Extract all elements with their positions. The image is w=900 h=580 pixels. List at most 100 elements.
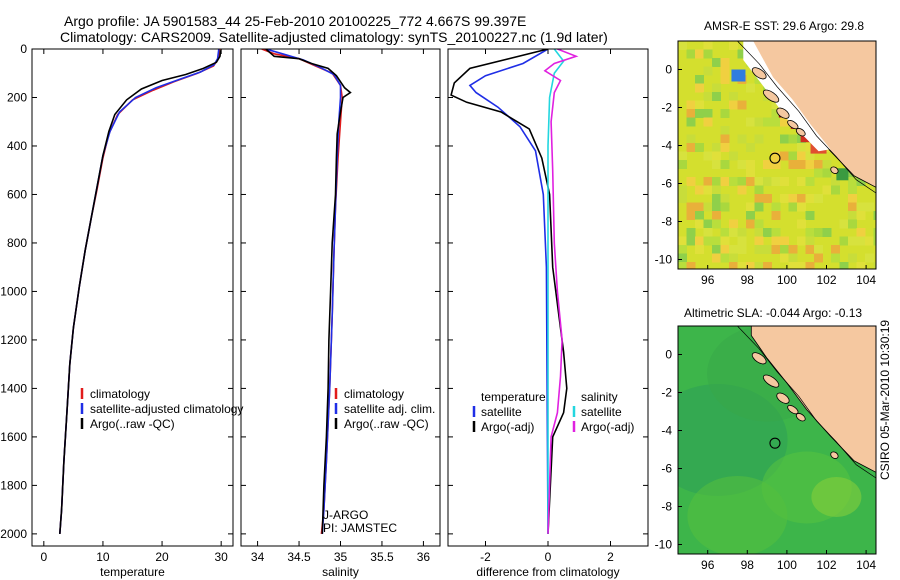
sst-pixel: [720, 66, 730, 76]
sst-pixel: [686, 49, 696, 59]
sst-pixel: [720, 202, 730, 212]
sst-pixel: [686, 109, 696, 118]
sst_map-ytick-label: -6: [661, 177, 672, 191]
sst-pixel: [856, 177, 866, 186]
sst-pixel: [712, 245, 721, 254]
salinity-legend-label: satellite adj. clim.: [344, 402, 435, 416]
temperature-ytick-label: 1200: [0, 333, 27, 347]
sla_map-field: [678, 326, 876, 554]
sst-pixel: [720, 160, 730, 169]
sst-pixel: [686, 228, 696, 237]
sst-cool-patch: [836, 168, 849, 181]
sst-map-title: AMSR-E SST: 29.6 Argo: 29.8: [704, 19, 865, 33]
sst-pixel: [873, 211, 876, 220]
salinity-xtick-label: 34.5: [287, 550, 311, 564]
sla_map-xtick-label: 104: [856, 558, 876, 572]
sst-pixel: [788, 134, 798, 144]
sst-pixel: [822, 160, 832, 169]
sst-pixel: [746, 219, 755, 229]
sst_map-ytick-label: -8: [661, 215, 672, 229]
sst-pixel: [865, 202, 874, 212]
sst-pixel: [729, 253, 738, 263]
sla_map-ytick-label: 0: [665, 348, 672, 362]
sst-pixel: [839, 262, 849, 269]
sst-pixel: [814, 168, 823, 178]
sst_map-float-marker: [769, 152, 781, 164]
sst_map-xtick-label: 104: [856, 273, 876, 287]
salinity-xtick-label: 36: [417, 550, 431, 564]
sst-pixel: [780, 194, 789, 203]
salinity-xlabel: salinity: [322, 565, 359, 579]
sla_map-ytick-label: -4: [661, 424, 672, 438]
sst-pixel: [686, 177, 696, 186]
sst-pixel: [729, 41, 738, 50]
difference-legend-label: Argo(-adj): [581, 420, 634, 434]
sst-pixel: [712, 185, 721, 195]
sst-pixel: [678, 151, 687, 161]
sla_map-xtick-label: 96: [701, 558, 715, 572]
temperature-series-argo-raw-qc-: [59, 50, 222, 534]
sst_map-island: [762, 89, 780, 103]
sst-pixel: [729, 228, 738, 237]
salinity-legend-label: climatology: [344, 387, 404, 401]
sst-pixel: [788, 151, 798, 161]
difference-series-salinity-satellite: [547, 49, 565, 534]
sst-pixel: [754, 194, 764, 203]
sst-pixel: [712, 143, 721, 152]
temperature-legend-label: satellite-adjusted climatology: [90, 402, 243, 416]
sst-pixel: [856, 228, 866, 237]
temperature-legend-label: climatology: [90, 387, 150, 401]
sla_map-xtick-label: 100: [777, 558, 797, 572]
sst-pixel: [703, 236, 713, 246]
temperature-ytick-label: 1800: [0, 478, 27, 492]
sst-pixel: [797, 219, 806, 229]
sst-pixel: [686, 100, 696, 110]
sst-pixel: [771, 177, 781, 186]
temperature-xtick-label: 20: [155, 550, 169, 564]
sst_map-frame: [677, 40, 877, 270]
sla_map-ytick-label: -10: [655, 538, 673, 552]
sst-pixel: [729, 219, 738, 229]
sst-pixel: [712, 151, 721, 161]
sst-pixel: [831, 185, 840, 195]
temperature-xtick-label: 0: [40, 550, 47, 564]
sst-pixel: [754, 185, 764, 195]
sst-pixel: [780, 245, 789, 254]
sst-pixel: [695, 185, 704, 195]
sst-pixel: [720, 75, 730, 84]
sst_map-island: [776, 107, 790, 119]
sst-pixel: [797, 177, 806, 186]
salinity-series-argo-raw-qc-: [265, 49, 352, 534]
temperature-ytick-label: 800: [7, 236, 27, 250]
temperature-ytick-label: 1600: [0, 430, 27, 444]
sst-pixel: [737, 262, 747, 269]
temperature-series-climatology: [59, 49, 221, 534]
sst-pixel: [703, 219, 713, 229]
sla_map-xtick-label: 102: [816, 558, 836, 572]
sst-pixel: [797, 194, 806, 203]
sst-pixel: [805, 160, 815, 169]
sst-pixel: [797, 262, 806, 269]
sst-pixel: [771, 151, 781, 161]
sst-pixel: [703, 228, 713, 237]
difference-legend-label: salinity: [581, 390, 618, 404]
sst-pixel: [737, 177, 747, 186]
sla_map-xtick-label: 98: [741, 558, 755, 572]
sst-pixel: [695, 75, 704, 84]
sst-pixel: [814, 253, 823, 263]
sst-pixel: [788, 262, 798, 269]
sst-pixel: [720, 109, 730, 118]
sst-pixel: [729, 100, 738, 110]
sst-pixel: [737, 185, 747, 195]
sst-pixel: [763, 228, 772, 237]
sst-pixel: [729, 262, 738, 269]
sst-pixel: [754, 134, 764, 144]
sst-pixel: [746, 117, 755, 127]
sst-pixel: [746, 262, 755, 269]
sst-pixel: [822, 168, 832, 178]
sst-pixel: [814, 245, 823, 254]
sst-pixel: [788, 160, 798, 169]
sla_map-float-marker: [769, 437, 781, 449]
